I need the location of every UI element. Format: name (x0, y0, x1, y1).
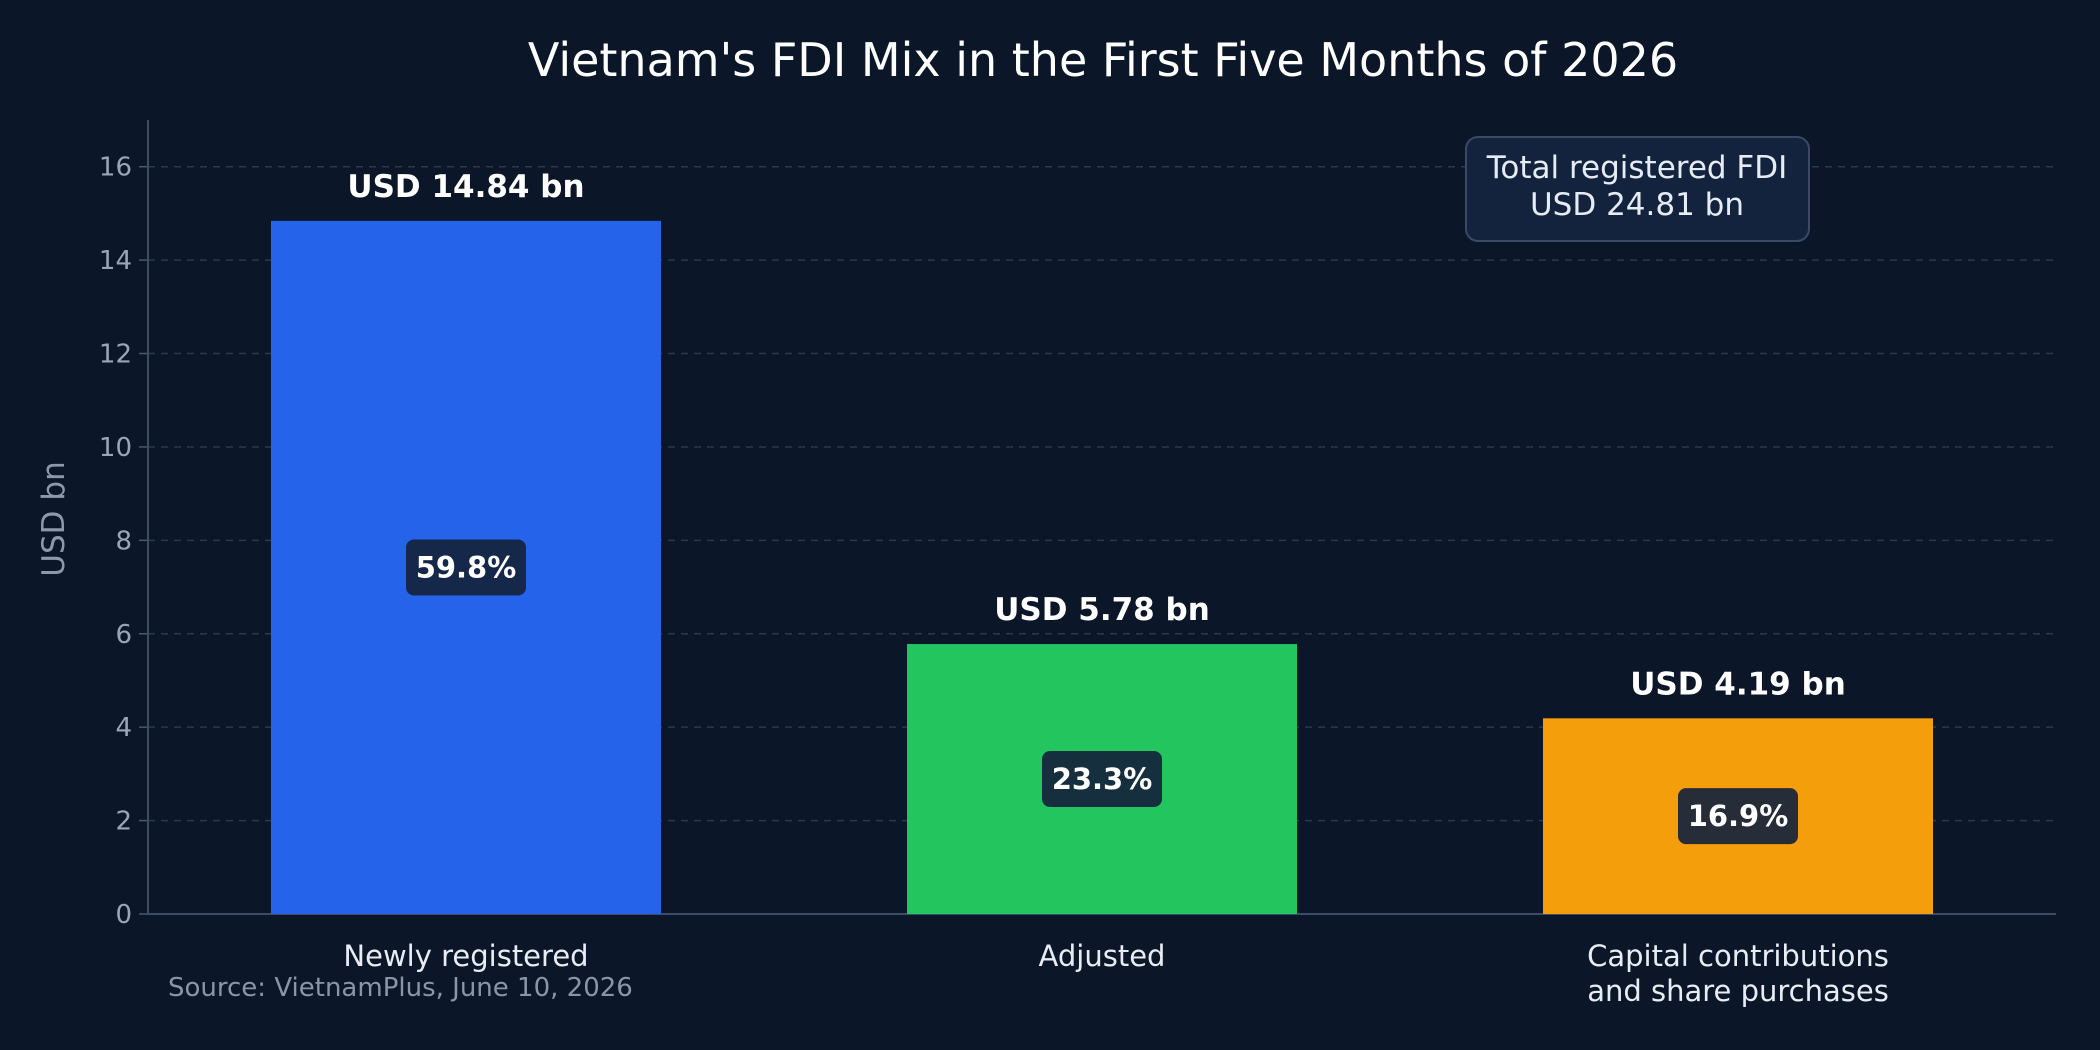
bar-value-label: USD 14.84 bn (347, 169, 584, 205)
category-label: Capital contributions (1587, 939, 1889, 973)
y-tick-label: 8 (115, 526, 132, 556)
y-tick-label: 6 (115, 620, 132, 650)
y-tick-labels: 0 2 4 6 8 10 12 14 16 (99, 153, 132, 930)
total-fdi-box (1465, 136, 1810, 242)
share-label: 59.8% (416, 550, 517, 584)
bar-labels: USD 14.84 bn 59.8% USD 5.78 bn 23.3% USD 4.1… (347, 169, 1846, 845)
category-labels: Newly registered Adjusted Capital contribu… (343, 939, 1888, 1008)
total-fdi-annotation: Total registered FDI USD 24.81 bn (1465, 136, 1810, 242)
share-label: 23.3% (1052, 762, 1153, 796)
share-label: 16.9% (1688, 799, 1789, 833)
bar-value-label: USD 4.19 bn (1630, 666, 1846, 702)
total-fdi-value: USD 24.81 bn (1530, 187, 1744, 223)
y-tick-label: 4 (115, 713, 132, 743)
category-label: Adjusted (1039, 939, 1166, 973)
category-label: Newly registered (343, 939, 588, 973)
y-tick-label: 0 (115, 900, 132, 930)
share-badge (1042, 751, 1162, 808)
y-tick-label: 14 (99, 246, 132, 276)
share-badge (1678, 788, 1798, 845)
y-tick-label: 12 (99, 340, 132, 370)
share-badge (406, 539, 526, 596)
y-tick-label: 16 (99, 153, 132, 183)
bar-value-label: USD 5.78 bn (994, 592, 1210, 628)
y-axis-label: USD bn (36, 461, 72, 576)
chart-title: Vietnam's FDI Mix in the First Five Mont… (528, 33, 1678, 87)
category-label: and share purchases (1587, 974, 1889, 1008)
y-tick-label: 2 (115, 807, 132, 837)
y-tick-label: 10 (99, 433, 132, 463)
total-fdi-label: Total registered FDI (1486, 150, 1788, 186)
source-note: Source: VietnamPlus, June 10, 2026 (168, 973, 633, 1003)
bars (271, 220, 1933, 914)
